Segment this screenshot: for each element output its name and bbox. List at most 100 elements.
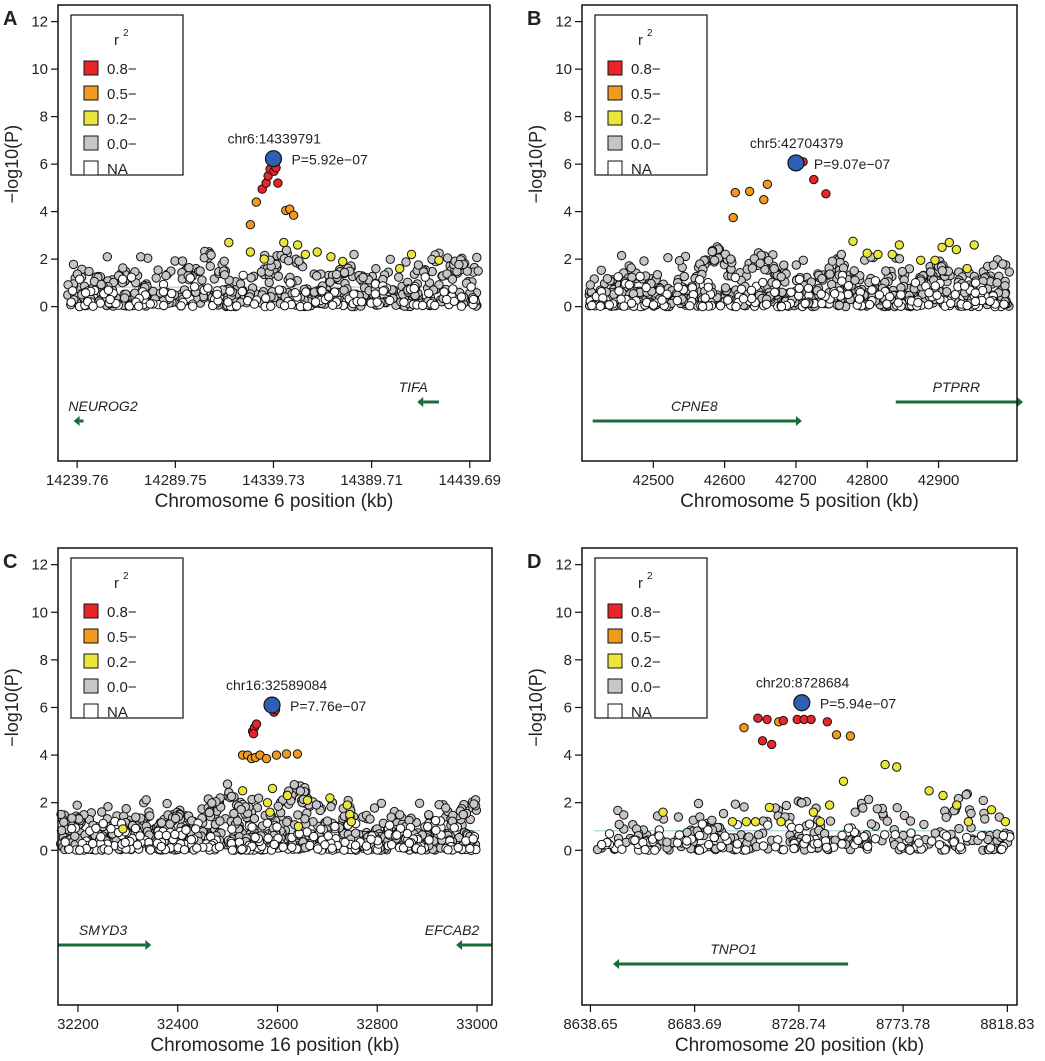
point-r2-0.0 bbox=[614, 819, 624, 830]
point-r2-0.2 bbox=[776, 817, 786, 827]
point-r2-na bbox=[962, 832, 972, 843]
point-r2-na bbox=[386, 840, 397, 850]
x-tick-label: 8773.78 bbox=[876, 1016, 930, 1033]
point-r2-na bbox=[730, 272, 740, 283]
point-r2-na bbox=[604, 300, 614, 310]
point-r2-na bbox=[685, 301, 695, 311]
point-r2-0.0 bbox=[204, 807, 215, 818]
point-r2-0.0 bbox=[136, 252, 146, 262]
point-r2-0.0 bbox=[119, 293, 130, 303]
point-r2-na bbox=[237, 286, 247, 297]
panel-letter: B bbox=[527, 8, 541, 30]
point-r2-na bbox=[158, 287, 169, 297]
point-r2-0.0 bbox=[131, 812, 141, 822]
point-r2-na bbox=[185, 273, 195, 283]
point-r2-na bbox=[635, 271, 645, 282]
point-r2-na bbox=[409, 283, 419, 294]
point-r2-0.2 bbox=[862, 248, 872, 258]
point-r2-0.8 bbox=[778, 715, 788, 726]
point-r2-na bbox=[310, 297, 321, 307]
y-tick-label: 12 bbox=[555, 557, 572, 574]
point-r2-na bbox=[843, 289, 853, 300]
point-r2-na bbox=[189, 282, 200, 292]
point-r2-0.0 bbox=[473, 266, 483, 276]
point-r2-0.2 bbox=[658, 807, 668, 817]
point-r2-0.5 bbox=[739, 723, 749, 733]
point-r2-na bbox=[771, 279, 781, 289]
point-r2-0.0 bbox=[472, 252, 482, 263]
x-tick-label: 32600 bbox=[257, 1016, 299, 1033]
point-r2-0.0 bbox=[454, 259, 464, 270]
point-r2-0.0 bbox=[118, 263, 128, 273]
point-r2-0.2 bbox=[1000, 817, 1011, 827]
point-r2-0.0 bbox=[992, 278, 1002, 288]
point-r2-0.5 bbox=[261, 753, 272, 764]
point-r2-na bbox=[854, 294, 865, 304]
legend-title: r bbox=[638, 32, 643, 49]
point-r2-0.2 bbox=[727, 817, 738, 827]
point-r2-0.0 bbox=[312, 271, 322, 281]
point-r2-na bbox=[867, 285, 877, 295]
point-r2-na bbox=[962, 300, 972, 311]
point-r2-na bbox=[880, 830, 890, 840]
legend-swatch bbox=[83, 110, 99, 126]
point-r2-na bbox=[870, 834, 881, 844]
y-tick-label: 4 bbox=[564, 747, 572, 764]
point-r2-0.2 bbox=[873, 249, 883, 260]
point-r2-0.2 bbox=[395, 263, 405, 274]
point-r2-na bbox=[132, 840, 143, 850]
point-r2-0.0 bbox=[619, 810, 629, 820]
point-r2-0.0 bbox=[386, 812, 396, 822]
point-r2-0.0 bbox=[349, 249, 359, 260]
y-tick-label: 8 bbox=[40, 652, 48, 669]
point-r2-na bbox=[60, 837, 70, 847]
point-r2-0.0 bbox=[894, 254, 905, 264]
point-r2-0.0 bbox=[674, 256, 685, 266]
point-r2-0.0 bbox=[68, 259, 79, 270]
point-r2-0.0 bbox=[739, 802, 749, 812]
point-r2-na bbox=[340, 837, 350, 847]
point-r2-na bbox=[800, 298, 810, 309]
point-r2-0.0 bbox=[585, 280, 595, 290]
legend-swatch bbox=[607, 628, 623, 644]
lead-snp-point bbox=[264, 150, 283, 168]
point-r2-0.0 bbox=[249, 813, 260, 824]
scatter-points bbox=[63, 163, 483, 312]
y-tick-label: 6 bbox=[40, 156, 48, 173]
point-r2-0.0 bbox=[256, 267, 267, 277]
point-r2-na bbox=[672, 295, 682, 306]
point-r2-0.0 bbox=[663, 253, 673, 263]
point-r2-0.0 bbox=[331, 269, 342, 280]
legend-swatch bbox=[83, 653, 99, 669]
y-tick-label: 0 bbox=[564, 299, 572, 316]
point-r2-0.0 bbox=[897, 266, 908, 277]
point-r2-na bbox=[736, 284, 747, 294]
point-r2-na bbox=[188, 301, 198, 311]
point-r2-0.2 bbox=[838, 776, 849, 786]
point-r2-0.2 bbox=[952, 800, 962, 810]
point-r2-0.0 bbox=[892, 803, 902, 813]
point-r2-na bbox=[985, 843, 996, 853]
point-r2-0.0 bbox=[980, 814, 990, 824]
point-r2-na bbox=[384, 820, 395, 830]
x-tick-label: 42800 bbox=[846, 472, 888, 489]
point-r2-0.0 bbox=[817, 273, 827, 284]
point-r2-na bbox=[837, 830, 847, 840]
point-r2-na bbox=[247, 822, 257, 832]
point-r2-na bbox=[167, 288, 177, 299]
point-r2-0.2 bbox=[815, 817, 825, 827]
point-r2-na bbox=[356, 297, 367, 307]
point-r2-na bbox=[853, 835, 863, 845]
point-r2-0.8 bbox=[762, 714, 772, 725]
gene-arrow-head bbox=[417, 397, 424, 407]
point-r2-0.0 bbox=[978, 795, 988, 806]
legend-swatch bbox=[83, 703, 99, 719]
point-r2-na bbox=[449, 823, 459, 833]
point-r2-na bbox=[75, 274, 85, 284]
point-r2-0.5 bbox=[292, 749, 303, 759]
point-r2-na bbox=[66, 297, 76, 307]
x-tick-label: 14389.71 bbox=[340, 472, 403, 489]
lead-snp-pvalue: P=7.76e−07 bbox=[290, 698, 367, 714]
point-r2-0.5 bbox=[762, 179, 773, 190]
